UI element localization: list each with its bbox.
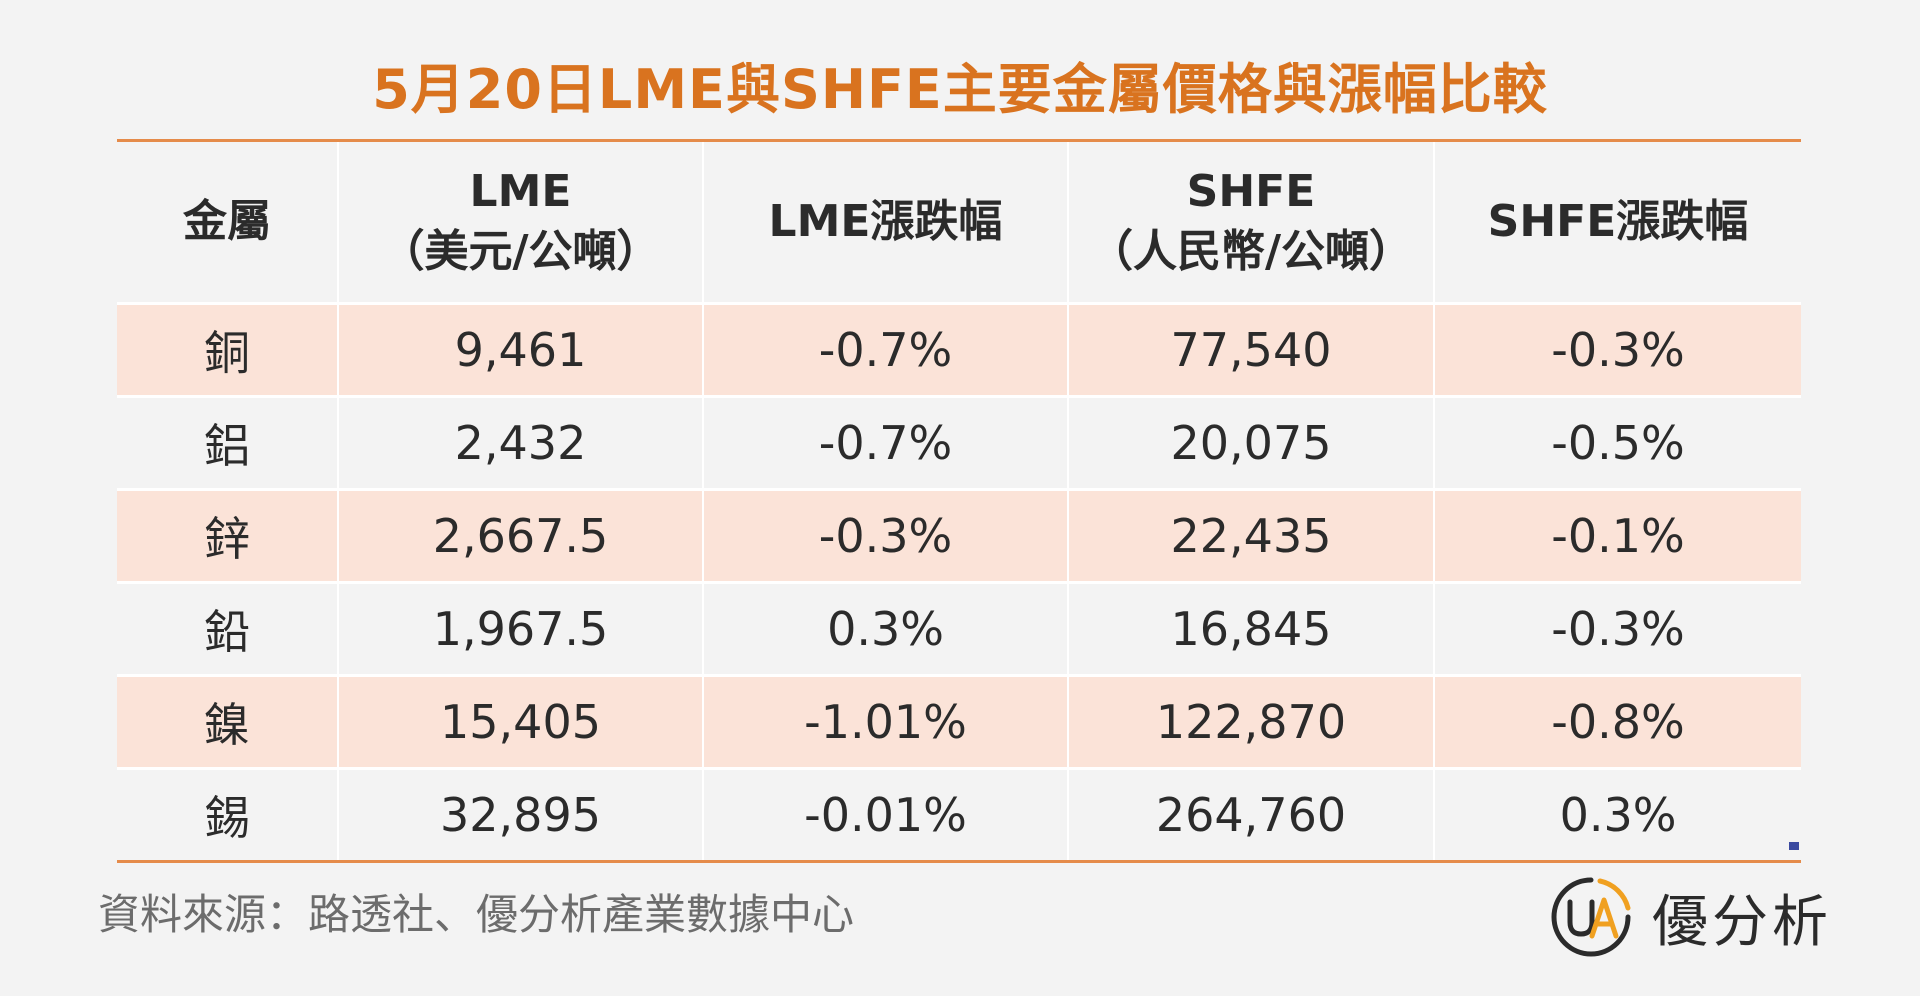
cell-metal: 銅	[117, 302, 338, 397]
header-label: 金屬	[183, 196, 271, 247]
cell-metal: 鎳	[117, 674, 338, 769]
cell-lme-change: -0.7%	[702, 302, 1068, 397]
header-label: SHFE漲跌幅	[1487, 196, 1749, 247]
header-label: SHFE	[1186, 166, 1316, 217]
brand-logo: 優分析	[1548, 867, 1832, 967]
cell-shfe-price: 122,870	[1067, 674, 1434, 769]
cell-metal: 鋁	[117, 395, 338, 490]
cell-lme-price: 15,405	[337, 674, 703, 769]
table-row: 鉛 1,967.5 0.3% 16,845 -0.3%	[117, 581, 1801, 676]
cell-lme-change: -1.01%	[702, 674, 1068, 769]
header-label: LME	[469, 166, 572, 217]
price-table: 金屬 LME （美元/公噸） LME漲跌幅 SHFE （人民幣/公噸） SHFE	[117, 139, 1801, 863]
cell-shfe-price: 77,540	[1067, 302, 1434, 397]
table-header-row: 金屬 LME （美元/公噸） LME漲跌幅 SHFE （人民幣/公噸） SHFE	[117, 139, 1801, 304]
header-unit: （美元/公噸）	[380, 226, 661, 277]
table-row: 銅 9,461 -0.7% 77,540 -0.3%	[117, 302, 1801, 397]
cell-lme-change: -0.3%	[702, 488, 1068, 583]
cell-shfe-price: 20,075	[1067, 395, 1434, 490]
logo-text: 優分析	[1652, 889, 1832, 955]
table-row: 錫 32,895 -0.01% 264,760 0.3%	[117, 767, 1801, 863]
header-unit: （人民幣/公噸）	[1088, 226, 1414, 277]
cell-lme-price: 32,895	[337, 767, 703, 863]
cell-lme-price: 1,967.5	[337, 581, 703, 676]
corner-marker	[1789, 842, 1799, 850]
cell-shfe-change: -0.1%	[1433, 488, 1801, 583]
cell-metal: 錫	[117, 767, 338, 863]
cell-lme-change: -0.01%	[702, 767, 1068, 863]
cell-shfe-change: 0.3%	[1433, 767, 1801, 863]
table-row: 鋅 2,667.5 -0.3% 22,435 -0.1%	[117, 488, 1801, 583]
cell-shfe-change: -0.8%	[1433, 674, 1801, 769]
cell-metal: 鉛	[117, 581, 338, 676]
cell-shfe-price: 16,845	[1067, 581, 1434, 676]
price-table-container: 金屬 LME （美元/公噸） LME漲跌幅 SHFE （人民幣/公噸） SHFE	[117, 139, 1801, 863]
cell-lme-price: 2,667.5	[337, 488, 703, 583]
source-note: 資料來源：路透社、優分析產業數據中心	[98, 890, 855, 939]
header-metal: 金屬	[117, 139, 338, 304]
cell-lme-change: -0.7%	[702, 395, 1068, 490]
header-label: LME漲跌幅	[768, 196, 1003, 247]
header-shfe-change: SHFE漲跌幅	[1433, 139, 1801, 304]
header-lme-change: LME漲跌幅	[702, 139, 1068, 304]
cell-shfe-price: 264,760	[1067, 767, 1434, 863]
table-row: 鎳 15,405 -1.01% 122,870 -0.8%	[117, 674, 1801, 769]
cell-shfe-price: 22,435	[1067, 488, 1434, 583]
cell-shfe-change: -0.3%	[1433, 302, 1801, 397]
cell-shfe-change: -0.3%	[1433, 581, 1801, 676]
page-title: 5月20日LME與SHFE主要金屬價格與漲幅比較	[372, 58, 1548, 121]
header-lme: LME （美元/公噸）	[337, 139, 703, 304]
table-row: 鋁 2,432 -0.7% 20,075 -0.5%	[117, 395, 1801, 490]
header-shfe: SHFE （人民幣/公噸）	[1067, 139, 1434, 304]
ua-logo-icon	[1548, 874, 1634, 960]
cell-lme-price: 2,432	[337, 395, 703, 490]
cell-metal: 鋅	[117, 488, 338, 583]
cell-lme-price: 9,461	[337, 302, 703, 397]
cell-shfe-change: -0.5%	[1433, 395, 1801, 490]
cell-lme-change: 0.3%	[702, 581, 1068, 676]
